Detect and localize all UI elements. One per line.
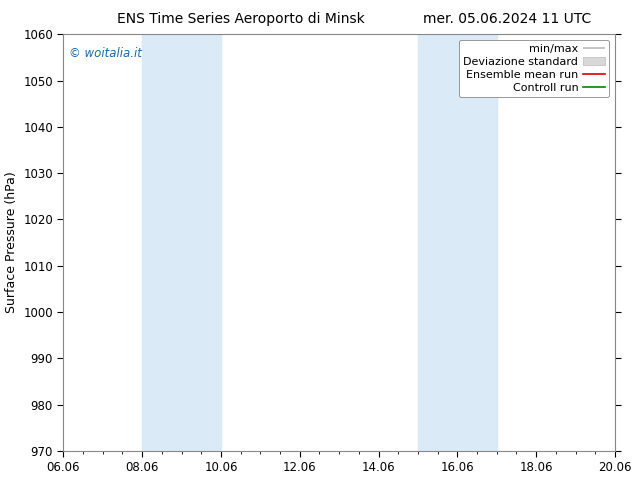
Text: ENS Time Series Aeroporto di Minsk: ENS Time Series Aeroporto di Minsk — [117, 12, 365, 26]
Y-axis label: Surface Pressure (hPa): Surface Pressure (hPa) — [4, 172, 18, 314]
Text: mer. 05.06.2024 11 UTC: mer. 05.06.2024 11 UTC — [423, 12, 592, 26]
Bar — [142, 34, 221, 451]
Bar — [418, 34, 497, 451]
Text: © woitalia.it: © woitalia.it — [69, 47, 142, 60]
Legend: min/max, Deviazione standard, Ensemble mean run, Controll run: min/max, Deviazione standard, Ensemble m… — [459, 40, 609, 97]
